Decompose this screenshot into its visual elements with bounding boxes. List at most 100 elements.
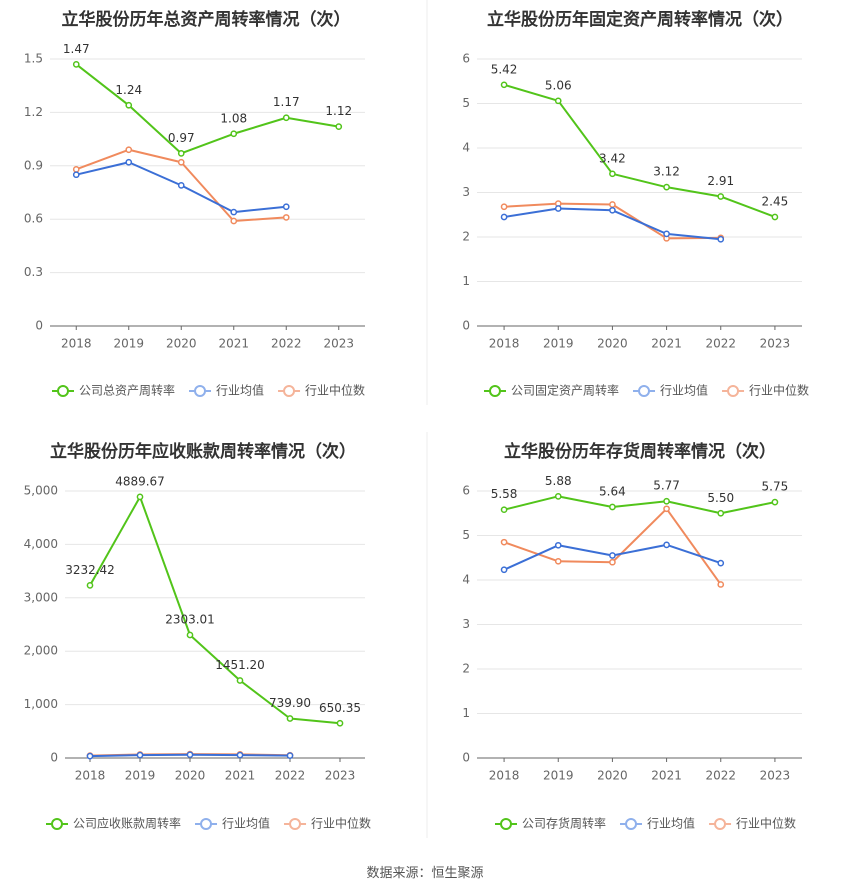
legend-marker: [51, 818, 63, 830]
x-tick-label: 2018: [75, 769, 106, 783]
data-label: 1.08: [220, 111, 247, 125]
legend-item-3: 行业中位数: [284, 816, 371, 831]
y-tick-label: 2: [462, 230, 470, 244]
data-point: [500, 81, 508, 89]
data-label: 3232.42: [65, 563, 115, 577]
data-point: [125, 101, 133, 109]
y-tick-label: 1,000: [24, 697, 58, 711]
data-label: 2303.01: [165, 613, 215, 627]
legend-item-1: 公司固定资产周转率: [484, 383, 619, 398]
data-label: 2.45: [762, 194, 789, 208]
data-point: [609, 558, 616, 566]
legend-item-3: 行业中位数: [278, 383, 365, 398]
legend-marker: [200, 818, 213, 830]
y-tick-label: 0.9: [24, 158, 43, 172]
data-point: [136, 751, 144, 759]
y-tick-label: 0: [35, 319, 43, 333]
data-point: [336, 719, 344, 727]
data-point: [72, 166, 80, 173]
y-tick-label: 4,000: [24, 537, 58, 551]
data-point: [717, 235, 725, 243]
data-point: [717, 559, 725, 567]
legend-marker: [727, 385, 740, 397]
legend-marker: [489, 385, 501, 397]
data-label: 5.64: [599, 485, 626, 499]
x-tick-label: 2022: [705, 769, 736, 783]
data-point: [554, 205, 562, 212]
data-point: [771, 498, 779, 506]
y-tick-label: 2,000: [24, 644, 58, 658]
data-label: 739.90: [269, 696, 311, 710]
data-point: [663, 497, 670, 505]
data-point: [554, 97, 562, 105]
legend-label: 行业中位数: [749, 383, 809, 398]
data-point: [500, 566, 508, 574]
x-tick-label: 2021: [218, 337, 249, 351]
chart-panel-1: 立华股份历年总资产周转率情况（次） 0 0.3 0.6 0.9 1.2 1.5 2018 201…: [24, 9, 365, 398]
legend-item-2: 行业均值: [189, 383, 264, 398]
chart-panel-4: 立华股份历年存货周转率情况（次） 0 1 2 3 4 5 6 2018 2019 2020 2021 2…: [462, 441, 802, 831]
chart-title: 立华股份历年存货周转率情况（次）: [504, 441, 776, 462]
data-label: 1.47: [63, 42, 90, 56]
y-tick-label: 0: [50, 751, 58, 765]
chart-panel-2: 立华股份历年固定资产周转率情况（次） 0 1 2 3 4 5 6 2018 2019 2020 202…: [462, 9, 809, 398]
legend-item-3: 行业中位数: [709, 816, 796, 831]
data-point: [72, 60, 80, 68]
y-tick-label: 3: [462, 185, 470, 199]
y-tick-label: 5: [462, 528, 470, 542]
source-note: 数据来源：恒生聚源: [366, 866, 484, 881]
x-tick-label: 2018: [489, 337, 520, 351]
legend-label: 公司总资产周转率: [79, 383, 175, 398]
y-tick-label: 3: [462, 617, 470, 631]
legend-label: 行业中位数: [305, 383, 365, 398]
data-point: [230, 217, 238, 225]
legend-label: 行业均值: [660, 383, 708, 398]
x-tick-label: 2023: [760, 337, 791, 351]
y-tick-label: 0.6: [24, 212, 43, 226]
data-label: 5.77: [653, 479, 680, 493]
data-point: [663, 541, 670, 549]
x-tick-label: 2019: [543, 337, 574, 351]
data-point: [125, 146, 133, 154]
legend-marker: [638, 385, 651, 397]
y-tick-label: 5: [462, 96, 470, 110]
y-tick-label: 6: [462, 484, 470, 498]
chart-title: 立华股份历年固定资产周转率情况（次）: [487, 9, 793, 30]
data-point: [717, 193, 725, 200]
y-tick-label: 1.5: [24, 52, 43, 66]
data-point: [554, 541, 562, 549]
legend-label: 行业均值: [647, 816, 695, 831]
data-point: [72, 171, 80, 179]
data-label: 5.42: [491, 62, 518, 76]
data-point: [609, 503, 616, 511]
data-label: 2.91: [707, 174, 734, 188]
legend-item-2: 行业均值: [620, 816, 695, 831]
legend-label: 行业均值: [216, 383, 264, 398]
data-label: 5.58: [491, 487, 518, 501]
legend-label: 公司存货周转率: [522, 816, 606, 831]
series-line-1: [503, 83, 776, 218]
data-point: [230, 130, 238, 138]
legend-marker: [714, 818, 727, 830]
legend-label: 行业均值: [222, 816, 270, 831]
x-tick-label: 2023: [323, 337, 354, 351]
data-point: [554, 557, 562, 565]
data-point: [500, 506, 508, 514]
x-tick-label: 2020: [166, 337, 197, 351]
y-tick-label: 0: [462, 319, 470, 333]
data-label: 1.17: [273, 95, 300, 109]
data-point: [236, 751, 244, 759]
legend-item-1: 公司存货周转率: [495, 816, 606, 831]
legend-item-1: 公司应收账款周转率: [46, 816, 181, 831]
x-tick-label: 2021: [225, 769, 256, 783]
data-point: [282, 203, 290, 211]
chart-title: 立华股份历年应收账款周转率情况（次）: [50, 441, 356, 462]
legend-item-3: 行业中位数: [722, 383, 809, 398]
y-tick-label: 4: [462, 573, 470, 587]
data-point: [186, 751, 194, 759]
data-label: 5.75: [762, 480, 789, 494]
y-tick-label: 2: [462, 662, 470, 676]
x-tick-label: 2019: [113, 337, 144, 351]
series-line-1: [75, 63, 339, 155]
